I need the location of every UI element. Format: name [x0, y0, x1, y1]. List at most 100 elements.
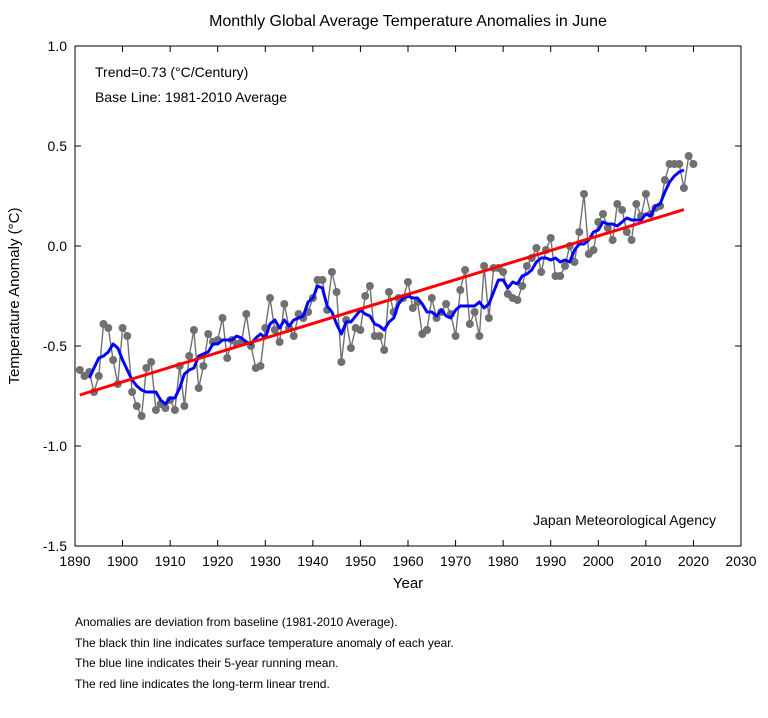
- annual-anomaly-point: [346, 344, 355, 352]
- x-tick-label: 1970: [440, 553, 471, 569]
- y-axis-ticks: -1.5 -1.0 -0.5 0.0 0.5 1.0: [43, 38, 741, 554]
- annual-anomaly-point: [275, 338, 284, 346]
- x-tick-label: 1980: [488, 553, 519, 569]
- annual-anomaly-point: [280, 300, 289, 308]
- x-tick-label: 2020: [678, 553, 709, 569]
- annual-anomaly-point: [327, 268, 336, 276]
- note-blue-line: The blue line indicates their 5-year run…: [75, 656, 339, 670]
- annual-anomaly-point: [194, 384, 203, 392]
- annual-anomaly-point: [356, 326, 365, 334]
- annual-anomaly-point: [318, 276, 327, 284]
- annual-anomaly-point: [332, 288, 341, 296]
- annual-anomaly-point: [641, 190, 650, 198]
- annual-anomaly-point: [151, 406, 160, 414]
- annual-anomaly-point: [128, 388, 137, 396]
- annual-anomaly-point: [75, 366, 84, 374]
- annual-anomaly-point: [365, 282, 374, 290]
- running-mean-line: [87, 168, 685, 406]
- annual-anomaly-point: [570, 258, 579, 266]
- annual-anomaly-point: [537, 268, 546, 276]
- annual-anomaly-point: [618, 206, 627, 214]
- annual-anomaly-point: [270, 326, 279, 334]
- annual-anomaly-point: [199, 362, 208, 370]
- annual-anomaly-point: [480, 262, 489, 270]
- annual-anomaly-point: [423, 326, 431, 334]
- annual-anomaly-point: [118, 324, 127, 332]
- annual-anomaly-point: [475, 332, 484, 340]
- annual-anomaly-point: [451, 332, 460, 340]
- annual-anomaly-point: [266, 294, 274, 302]
- annual-anomaly-point: [675, 160, 684, 168]
- annual-anomaly-point: [684, 152, 693, 160]
- plot-area: [75, 152, 698, 420]
- annual-anomaly-point: [622, 228, 631, 236]
- annual-anomaly-line: [79, 153, 695, 419]
- note-black-line: The black thin line indicates surface te…: [75, 635, 454, 650]
- annual-anomaly-point: [461, 266, 470, 274]
- x-tick-label: 1900: [107, 553, 138, 569]
- annual-anomaly-point: [147, 358, 156, 366]
- annual-anomaly-point: [632, 200, 641, 208]
- y-tick-label: 1.0: [48, 38, 68, 54]
- annual-anomaly-point: [385, 288, 393, 296]
- annual-anomaly-point: [180, 402, 189, 410]
- y-tick-label: -1.0: [43, 438, 67, 454]
- y-tick-label: -1.5: [43, 538, 67, 554]
- annual-anomaly-point: [627, 236, 636, 244]
- annual-anomaly-point: [689, 160, 698, 168]
- x-tick-label: 1920: [202, 553, 233, 569]
- annual-anomaly-point: [608, 236, 617, 244]
- notes: Anomalies are deviation from baseline (1…: [75, 612, 454, 694]
- annual-anomaly-point: [123, 332, 132, 340]
- note-red-line: The red line indicates the long-term lin…: [75, 676, 330, 691]
- annual-anomaly-point: [442, 300, 451, 308]
- annual-anomaly-point: [499, 268, 508, 276]
- annual-anomaly-point: [256, 362, 265, 370]
- annual-anomaly-point: [589, 246, 598, 254]
- annual-anomaly-point: [109, 356, 118, 364]
- x-tick-label: 1940: [297, 553, 328, 569]
- annual-anomaly-point: [484, 314, 493, 322]
- x-axis-ticks: 1890 1900 1910 1920 1930 1940 1950 1960 1970 1980…: [59, 46, 757, 569]
- chart-title: Monthly Global Average Temperature Anoma…: [209, 13, 607, 30]
- annual-anomaly-point: [580, 190, 588, 198]
- annual-anomaly-point: [532, 244, 541, 252]
- annual-anomaly-point: [337, 358, 346, 366]
- annual-anomaly-point: [660, 176, 669, 184]
- annual-anomaly-point: [204, 330, 213, 338]
- trend-line: [79, 208, 685, 397]
- trend-annotation: Trend=0.73 (°C/Century): [95, 64, 248, 80]
- annual-anomaly-point: [137, 412, 146, 420]
- annual-anomaly-point: [94, 372, 103, 380]
- annual-anomaly-point: [456, 286, 465, 294]
- x-tick-label: 1930: [250, 553, 281, 569]
- annual-anomaly-point: [218, 314, 227, 322]
- annual-anomaly-point: [513, 296, 522, 304]
- y-tick-label: 0.0: [48, 238, 68, 254]
- annual-anomaly-point: [361, 292, 370, 300]
- annual-anomaly-point: [518, 282, 527, 290]
- x-tick-label: 1950: [345, 553, 376, 569]
- x-tick-label: 2030: [725, 553, 756, 569]
- annual-anomaly-point: [170, 406, 179, 414]
- annual-anomaly-point: [556, 272, 565, 280]
- annual-anomaly-point: [408, 304, 417, 312]
- annual-anomaly-point: [223, 354, 232, 362]
- x-tick-label: 1890: [59, 553, 90, 569]
- annual-anomaly-point: [289, 332, 298, 340]
- annual-anomaly-point: [161, 404, 170, 412]
- annual-anomaly-point: [104, 324, 113, 332]
- y-tick-label: -0.5: [43, 338, 67, 354]
- note-baseline: Anomalies are deviation from baseline (1…: [75, 615, 398, 629]
- annual-anomaly-point: [603, 224, 612, 232]
- annual-anomaly-point: [404, 278, 412, 286]
- annual-anomaly-point: [380, 346, 389, 354]
- annual-anomaly-point: [427, 294, 436, 302]
- annual-anomaly-point: [189, 326, 198, 334]
- annual-anomaly-point: [242, 310, 251, 318]
- annual-anomaly-point: [599, 210, 607, 218]
- annual-anomaly-point: [575, 228, 584, 236]
- x-tick-label: 2000: [583, 553, 614, 569]
- x-tick-label: 1990: [535, 553, 566, 569]
